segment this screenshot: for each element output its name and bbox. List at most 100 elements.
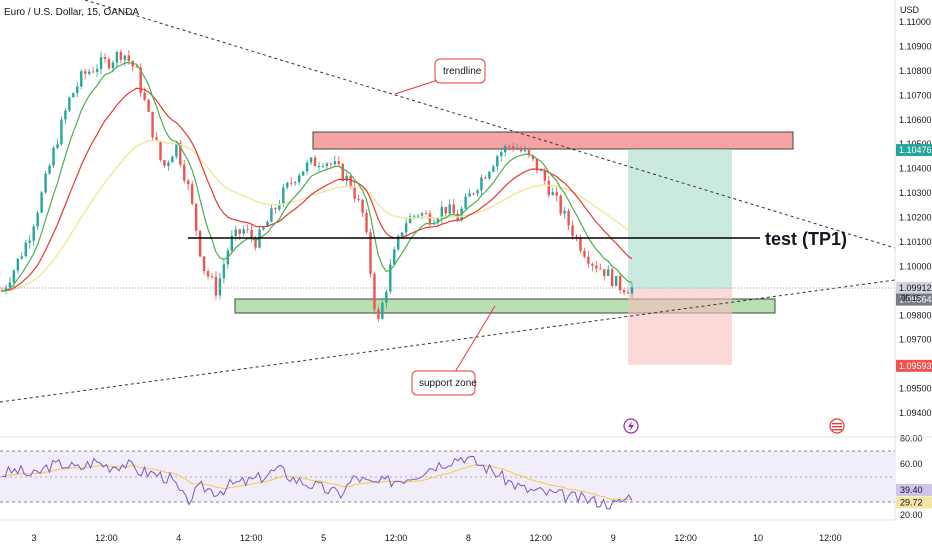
svg-text:29.72: 29.72 (900, 497, 923, 507)
candle-body (416, 215, 420, 217)
candle-body (472, 193, 475, 195)
candle-body (262, 226, 265, 230)
candle-body (107, 59, 111, 69)
candle-body (214, 276, 218, 296)
time-tick-label: 12:00 (240, 533, 263, 543)
support-callout-label: support zone (419, 378, 477, 389)
price-pane[interactable]: test (TP1) trendline support zone Euro /… (0, 0, 896, 437)
candle-body (4, 287, 8, 291)
rsi-tick-label: 60.00 (900, 459, 923, 469)
candle-body (618, 275, 622, 291)
candle-body (575, 236, 578, 238)
price-tick-label: 1.10200 (899, 213, 932, 223)
candle-body (504, 146, 507, 153)
rsi-tick-label: 20.00 (900, 510, 923, 520)
support-zone-callout[interactable]: support zone (411, 305, 496, 396)
candle-body (36, 212, 39, 227)
candle-body (202, 256, 206, 272)
candle-body (587, 256, 590, 264)
candle-body (448, 204, 451, 214)
candle-body (345, 175, 348, 181)
candle-body (266, 221, 269, 227)
trendline-callout[interactable]: trendline (394, 58, 486, 95)
candle-body (99, 57, 103, 69)
candle-body (187, 180, 190, 185)
candle-body (436, 218, 440, 223)
price-tick-label: 1.10700 (899, 90, 932, 100)
candle-body (282, 187, 285, 205)
candle-body (8, 282, 12, 288)
rsi-signal-badge: 29.72 (896, 496, 932, 509)
candle-body (543, 170, 547, 181)
candle-body (309, 157, 313, 163)
candle-body (317, 166, 321, 168)
target-zone[interactable] (628, 149, 732, 289)
svg-text:1.09912: 1.09912 (899, 283, 932, 293)
lightning-icon[interactable] (623, 418, 639, 434)
us-flag-icon[interactable] (829, 418, 845, 434)
candle-body (420, 213, 424, 216)
candle-body (622, 290, 626, 293)
rsi-tick-label: 80.00 (900, 433, 923, 443)
time-tick-label: 10 (753, 533, 763, 543)
price-axis[interactable]: USD 1.11000 1.10900 1.10800 1.10700 1.10600 1… (894, 0, 932, 520)
candle-body (337, 161, 340, 164)
candle-body (147, 99, 150, 112)
candle-body (535, 159, 539, 171)
candle-body (254, 238, 257, 248)
candle-body (440, 207, 444, 219)
candle-body (389, 264, 392, 292)
time-tick-label: 12:00 (530, 533, 553, 543)
time-tick-label: 12:00 (95, 533, 118, 543)
candle-body (559, 195, 562, 214)
rsi-line (1, 455, 633, 510)
candle-body (270, 208, 273, 222)
candle-body (238, 229, 241, 234)
candle-body (278, 204, 281, 210)
candle-body (151, 111, 154, 138)
resistance-zone[interactable] (312, 131, 794, 150)
candle-body (563, 210, 566, 214)
price-tick-label: 1.11000 (899, 17, 931, 27)
candle-body (500, 152, 503, 157)
callout-box (434, 58, 486, 84)
candle-body (333, 161, 337, 165)
candle-body (397, 236, 400, 250)
candle-body (492, 166, 495, 172)
candle-body (377, 309, 380, 319)
chart-title: Euro / U.S. Dollar, 15, OANDA (4, 7, 139, 18)
candle-body (297, 175, 301, 183)
candle-body (385, 291, 388, 303)
time-axis[interactable]: 3 12:00 4 12:00 5 12:00 8 12:00 9 12:00 10 12:00 (0, 519, 895, 543)
candle-body (60, 119, 63, 145)
candle-body (0, 290, 4, 292)
candle-body (353, 187, 356, 199)
candle-body (210, 276, 214, 278)
stop-zone[interactable] (628, 289, 732, 365)
rsi-pane[interactable] (0, 450, 895, 510)
candle-body (171, 156, 174, 163)
svg-text:1.10476: 1.10476 (899, 145, 932, 155)
price-tick-label: 1.09700 (899, 335, 932, 345)
candle-body (527, 150, 531, 156)
support-trendline[interactable] (0, 279, 896, 403)
candle-body (127, 55, 130, 61)
candle-body (294, 182, 297, 184)
current-price-badge: 1.09912 (896, 281, 932, 294)
candle-body (468, 193, 471, 197)
candle-body (626, 292, 630, 294)
candle-body (452, 204, 455, 214)
candle-body (64, 110, 67, 120)
candle-body (179, 142, 182, 165)
candle-body (341, 163, 344, 181)
candle-body (325, 163, 329, 167)
candle-body (111, 62, 115, 69)
price-tick-label: 1.10400 (899, 164, 932, 174)
candle-body (567, 210, 570, 226)
candle-body (595, 265, 598, 269)
candle-body (603, 269, 606, 276)
candle-body (614, 275, 618, 286)
candle-body (119, 52, 123, 60)
candle-body (20, 256, 24, 259)
